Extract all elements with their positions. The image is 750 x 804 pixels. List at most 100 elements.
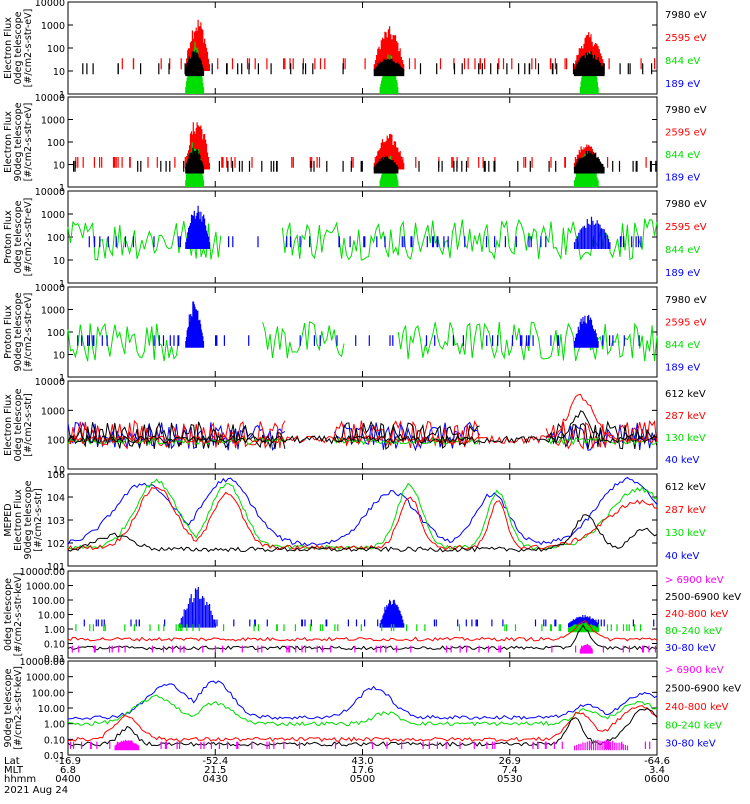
y-tick-label: 1000 — [41, 21, 65, 32]
y-axis-label: Electron Flux — [3, 394, 14, 456]
legend-label: 130 keV — [665, 528, 706, 539]
y-axis-label: [#/cm2-s-str-eV] — [23, 9, 34, 88]
y-tick-label: 1000 — [41, 210, 65, 221]
y-axis-label: 0deg telescope — [13, 200, 24, 273]
y-tick-label: 100.00 — [32, 596, 65, 607]
y-tick-label: 10 — [53, 465, 65, 476]
footer-value: 0530 — [497, 774, 522, 785]
footer-value: 7.4 — [502, 765, 518, 776]
y-tick-label: 10000 — [35, 283, 65, 294]
footer-value: 0400 — [55, 774, 80, 785]
y-tick-label: 100.00 — [32, 688, 65, 699]
footer-row-label: MLT — [4, 765, 24, 776]
y-tick-label: 100 — [47, 138, 65, 149]
y-tick-label: 10 — [53, 256, 65, 267]
footer-value: 21.5 — [204, 765, 226, 776]
footer-row-label: hhmm — [4, 774, 36, 785]
series-line — [67, 486, 658, 551]
y-axis-label: MEPED — [3, 503, 14, 536]
y-tick-label: 0.01 — [44, 654, 65, 665]
y-tick-label: 1.00 — [44, 720, 65, 731]
y-tick-label: 10000.00 — [20, 657, 65, 668]
y-tick-label: 100 — [47, 233, 65, 244]
y-axis-label: Proton Flux — [3, 210, 14, 264]
legend-label: 844 eV — [665, 245, 700, 256]
y-tick-label: 103 — [47, 516, 65, 527]
legend-label: 40 keV — [665, 551, 699, 562]
series-marks — [70, 739, 651, 751]
series-marks — [83, 587, 655, 628]
series-marks — [73, 147, 657, 174]
y-axis-label: Electron Flux — [13, 489, 24, 551]
y-axis-label: 90deg telescope — [13, 102, 24, 181]
footer-value: 0600 — [644, 774, 669, 785]
y-tick-label: 0.10 — [44, 640, 65, 651]
series-line — [67, 321, 658, 362]
legend-label: 240-800 keV — [665, 702, 729, 713]
y-axis-label: [#/cm2-s-str] — [33, 488, 44, 551]
series-line — [67, 619, 658, 642]
legend-label: 130 keV — [665, 433, 706, 444]
y-tick-label: 101 — [47, 562, 65, 573]
footer-value: -64.6 — [644, 756, 670, 767]
legend-label: 240-800 keV — [665, 609, 729, 620]
legend-label: 30-80 keV — [665, 643, 716, 654]
y-axis-label: [#/cm2-s-str-keV] — [13, 573, 24, 657]
series-line — [67, 694, 658, 727]
series-line — [67, 680, 658, 721]
y-axis-label: Electron Flux — [3, 17, 14, 79]
series-marks — [88, 205, 642, 249]
legend-label: 2595 eV — [665, 128, 707, 139]
legend-label: 287 keV — [665, 505, 706, 516]
y-tick-label: 1.00 — [44, 625, 65, 636]
y-tick-label: 10 — [53, 161, 65, 172]
y-tick-label: 100 — [47, 44, 65, 55]
y-tick-label: 10000 — [35, 0, 65, 9]
y-axis-label: Electron Flux — [3, 111, 14, 173]
series-marks — [77, 301, 640, 348]
y-tick-label: 1000.00 — [26, 673, 65, 684]
legend-label: 2500-6900 keV — [665, 683, 741, 694]
y-tick-label: 0.10 — [44, 735, 65, 746]
legend-label: 189 eV — [665, 363, 700, 374]
y-tick-label: 10.00 — [38, 704, 65, 715]
y-tick-label: 10.00 — [38, 611, 65, 622]
y-tick-label: 10000 — [35, 377, 65, 388]
footer-row-label: Lat — [4, 756, 20, 767]
y-tick-label: 1000 — [41, 306, 65, 317]
series-marks — [75, 622, 642, 633]
legend-label: 80-240 keV — [665, 720, 722, 731]
series-marks — [71, 643, 656, 654]
y-tick-label: 1 — [59, 183, 65, 194]
y-tick-label: 10 — [53, 67, 65, 78]
y-axis-label: 90deg telescope — [13, 292, 24, 371]
y-tick-label: 1000 — [41, 406, 65, 417]
legend-label: 189 eV — [665, 268, 700, 279]
y-tick-label: 104 — [47, 493, 65, 504]
footer-row-label: 2021 Aug 24 — [4, 785, 68, 796]
y-axis-label: [#/cm2-s-str] — [23, 393, 34, 456]
legend-label: 80-240 keV — [665, 626, 722, 637]
series-line — [67, 624, 658, 651]
y-tick-label: 10000 — [35, 93, 65, 104]
legend-label: 612 keV — [665, 389, 706, 400]
legend-label: 2500-6900 keV — [665, 592, 741, 603]
legend-label: > 6900 keV — [665, 665, 724, 676]
legend-label: 189 eV — [665, 79, 700, 90]
footer-value: 0430 — [203, 774, 228, 785]
y-tick-label: 1000.00 — [26, 582, 65, 593]
series-line — [67, 476, 658, 547]
y-axis-label: 0deg telescope — [3, 578, 14, 651]
legend-label: 2595 eV — [665, 318, 707, 329]
legend-label: > 6900 keV — [665, 575, 724, 586]
y-axis-label: 90deg telescope — [3, 668, 14, 747]
y-tick-label: 1000 — [41, 116, 65, 127]
footer-value: 3.4 — [649, 765, 665, 776]
y-tick-label: 1 — [59, 373, 65, 384]
y-axis-label: 0deg telescope — [13, 11, 24, 84]
series-line — [67, 410, 658, 445]
y-tick-label: 100 — [47, 328, 65, 339]
y-tick-label: 1 — [59, 90, 65, 101]
